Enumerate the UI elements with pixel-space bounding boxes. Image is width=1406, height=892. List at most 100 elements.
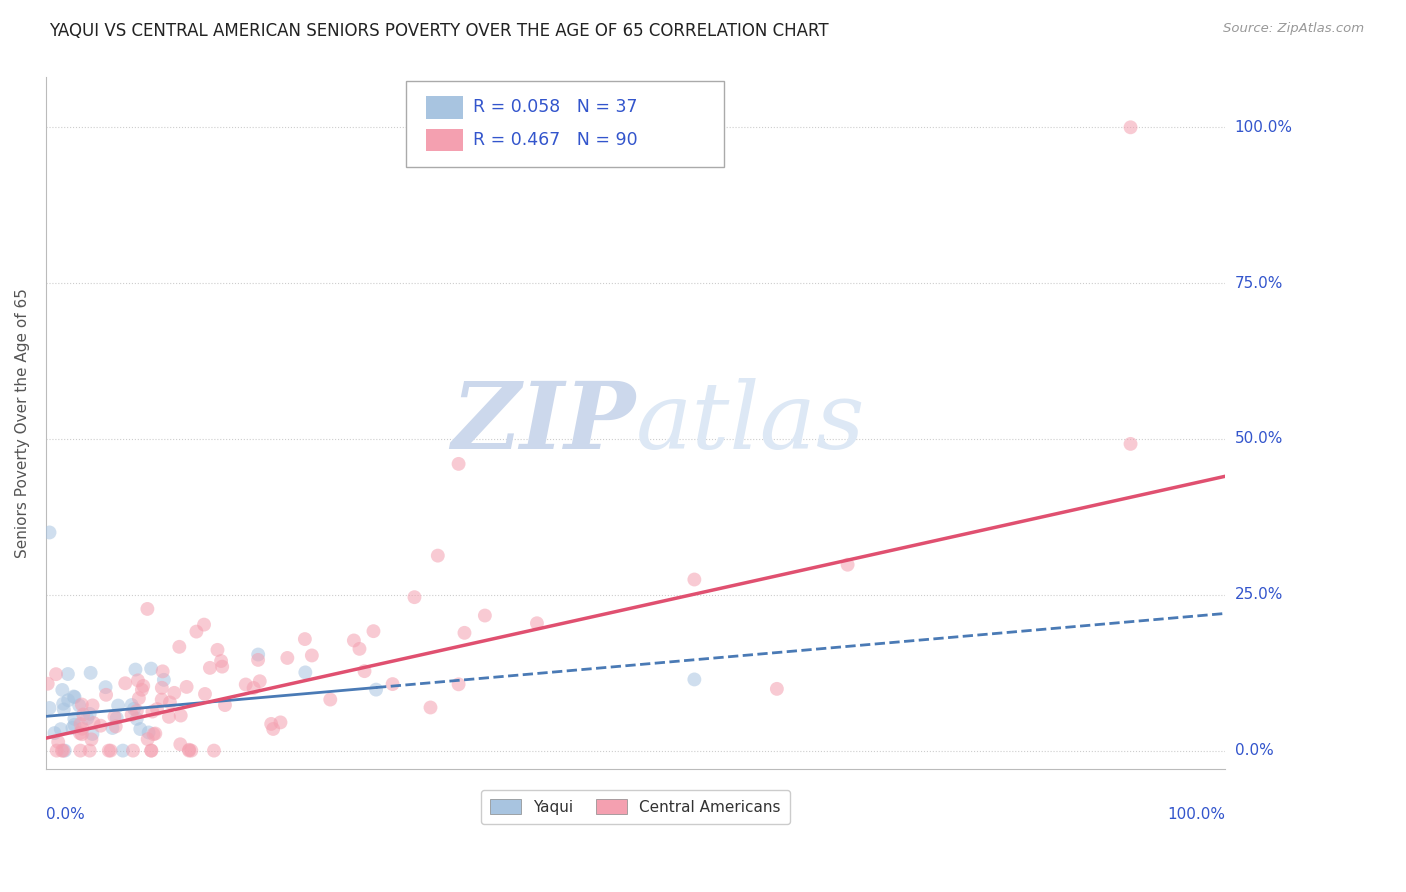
- Point: [107, 698, 129, 713]
- Point: [363, 624, 385, 639]
- Point: [56, 693, 79, 707]
- Point: [46, 735, 69, 749]
- Point: [202, 743, 225, 757]
- Point: [125, 704, 148, 718]
- Point: [38, 701, 60, 715]
- Point: [247, 653, 270, 667]
- Point: [169, 737, 191, 751]
- Point: [186, 624, 208, 639]
- Point: [260, 717, 283, 731]
- Point: [419, 700, 441, 714]
- Point: [193, 617, 215, 632]
- Point: [53, 743, 76, 757]
- Point: [97, 743, 120, 757]
- Point: [163, 686, 186, 700]
- Point: [683, 573, 706, 587]
- Point: [139, 662, 162, 676]
- Point: [69, 717, 91, 731]
- Text: Source: ZipAtlas.com: Source: ZipAtlas.com: [1223, 22, 1364, 36]
- Point: [132, 679, 155, 693]
- Point: [105, 711, 128, 725]
- Point: [82, 727, 104, 741]
- Point: [51, 682, 73, 697]
- Point: [349, 641, 371, 656]
- Point: [94, 688, 117, 702]
- Text: atlas: atlas: [636, 378, 865, 468]
- Point: [79, 665, 101, 680]
- Point: [453, 625, 475, 640]
- Point: [72, 707, 94, 722]
- Point: [276, 651, 298, 665]
- Point: [319, 692, 342, 706]
- Point: [69, 726, 91, 740]
- Point: [124, 663, 146, 677]
- Point: [176, 680, 198, 694]
- Point: [128, 691, 150, 706]
- Point: [179, 743, 201, 757]
- Point: [157, 710, 180, 724]
- Point: [294, 665, 316, 680]
- Point: [214, 698, 236, 712]
- Point: [121, 707, 143, 722]
- Point: [170, 708, 193, 723]
- FancyBboxPatch shape: [426, 128, 464, 152]
- Point: [474, 608, 496, 623]
- Point: [150, 681, 173, 695]
- Point: [79, 743, 101, 757]
- Point: [111, 743, 134, 757]
- Point: [63, 718, 86, 732]
- Text: R = 0.058   N = 37: R = 0.058 N = 37: [472, 98, 637, 116]
- Point: [404, 590, 426, 604]
- Point: [122, 743, 145, 757]
- Point: [37, 677, 59, 691]
- Point: [141, 705, 163, 719]
- Point: [209, 654, 232, 668]
- Point: [153, 673, 176, 687]
- Point: [198, 661, 221, 675]
- Point: [142, 727, 165, 741]
- Text: 50.0%: 50.0%: [1234, 432, 1282, 447]
- Point: [159, 695, 181, 709]
- Point: [62, 721, 84, 735]
- Point: [294, 632, 316, 646]
- Point: [80, 732, 103, 747]
- Point: [45, 667, 67, 681]
- Point: [63, 690, 86, 704]
- Point: [83, 716, 105, 731]
- Text: 25.0%: 25.0%: [1234, 587, 1282, 602]
- Point: [129, 722, 152, 736]
- Point: [837, 558, 859, 572]
- Point: [177, 743, 200, 757]
- Point: [79, 706, 101, 721]
- Point: [51, 743, 73, 757]
- Point: [45, 743, 67, 757]
- Text: 0.0%: 0.0%: [46, 807, 84, 822]
- Text: 100.0%: 100.0%: [1234, 120, 1292, 135]
- Point: [1119, 437, 1142, 451]
- Point: [70, 727, 93, 741]
- Point: [194, 687, 217, 701]
- Point: [683, 673, 706, 687]
- Point: [269, 715, 291, 730]
- Point: [150, 692, 173, 706]
- Point: [138, 725, 160, 739]
- Point: [69, 743, 91, 757]
- Point: [152, 665, 174, 679]
- Point: [52, 743, 75, 757]
- Point: [143, 726, 166, 740]
- Point: [180, 743, 202, 757]
- Point: [1119, 120, 1142, 135]
- Text: YAQUI VS CENTRAL AMERICAN SENIORS POVERTY OVER THE AGE OF 65 CORRELATION CHART: YAQUI VS CENTRAL AMERICAN SENIORS POVERT…: [49, 22, 828, 40]
- Point: [353, 664, 375, 678]
- Text: 0.0%: 0.0%: [1234, 743, 1274, 758]
- Point: [82, 698, 104, 713]
- Point: [76, 711, 98, 725]
- Point: [103, 709, 125, 723]
- Point: [62, 690, 84, 704]
- Point: [146, 702, 169, 716]
- Point: [169, 640, 191, 654]
- Point: [44, 726, 66, 740]
- Text: 100.0%: 100.0%: [1167, 807, 1225, 822]
- Point: [94, 680, 117, 694]
- Point: [364, 682, 387, 697]
